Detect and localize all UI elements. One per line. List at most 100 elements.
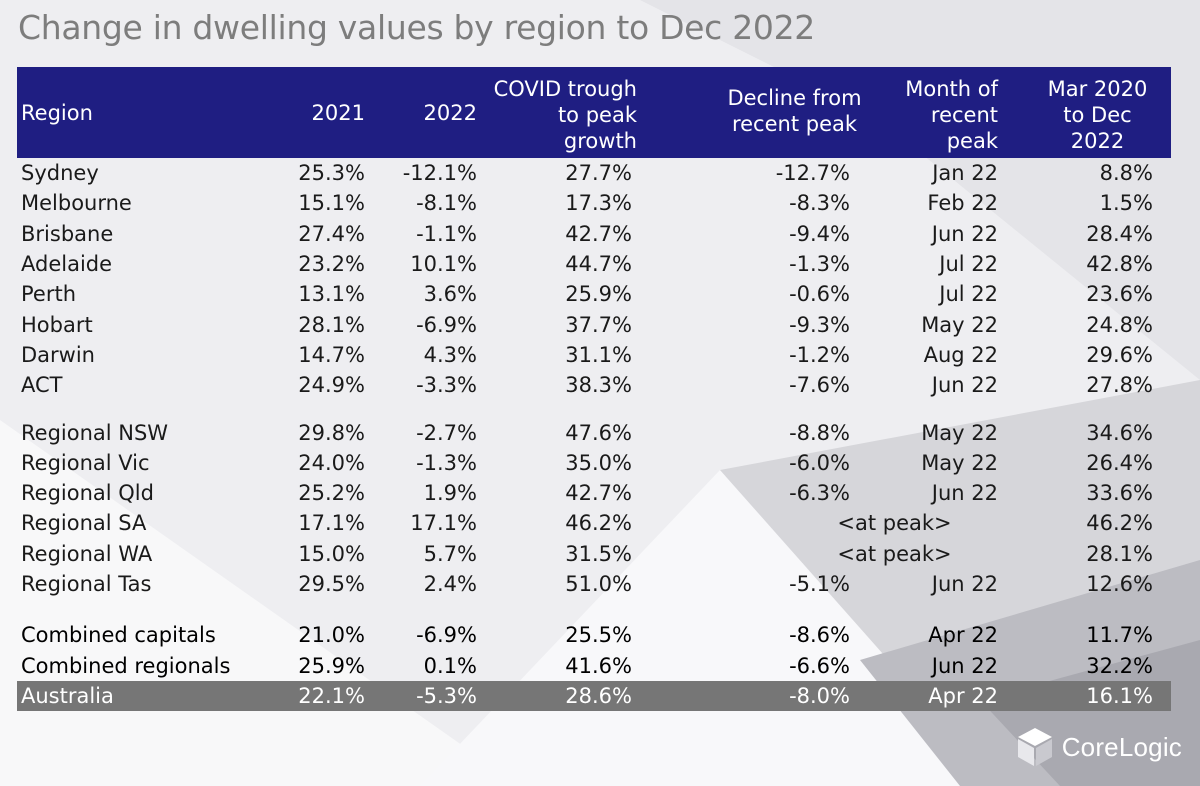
- cell-region: Combined regionals: [21, 653, 231, 678]
- cell-2021: 14.7%: [298, 342, 365, 367]
- cell-covid-trough: 46.2%: [565, 511, 632, 536]
- cell-mar2020: 12.6%: [1086, 572, 1153, 596]
- cell-2021: 29.8%: [298, 420, 365, 445]
- cell-at-peak: <at peak>: [837, 541, 952, 566]
- table-row: Brisbane 27.4% -1.1% 42.7% -9.4% Jun 22 28.4%: [17, 219, 1171, 249]
- cell-region: Adelaide: [21, 252, 113, 277]
- cell-covid-trough: 42.7%: [565, 481, 632, 506]
- cell-region: Regional NSW: [21, 420, 169, 445]
- cell-2022: 5.7%: [423, 541, 477, 566]
- cell-region: Melbourne: [21, 191, 132, 216]
- table-row: Regional Tas 29.5% 2.4% 51.0% -5.1% Jun 22 12.…: [17, 569, 1171, 599]
- cell-mar2020: 46.2%: [1086, 511, 1153, 536]
- cell-mar2020: 33.6%: [1086, 481, 1153, 506]
- cell-month: May 22: [921, 420, 998, 445]
- table-row: Australia 22.1% -5.3% 28.6% -8.0% Apr 22 16.1%: [17, 680, 1171, 712]
- header-decline-line: Decline from: [727, 85, 862, 110]
- cell-covid-trough: 28.6%: [565, 683, 632, 708]
- header-mar2020-line: Mar 2020: [1047, 77, 1148, 101]
- cell-covid-trough: 25.5%: [565, 623, 632, 648]
- cell-2022: -6.9%: [416, 312, 477, 337]
- cell-decline: -6.3%: [789, 481, 850, 506]
- corelogic-cube-icon: [1017, 728, 1052, 766]
- cell-region: Australia: [21, 683, 114, 708]
- table-row: Combined regionals 25.9% 0.1% 41.6% -6.6% Jun…: [17, 650, 1171, 680]
- cell-2021: 21.0%: [298, 623, 365, 648]
- cell-month: Aug 22: [923, 342, 998, 367]
- cell-mar2020: 29.6%: [1086, 342, 1153, 367]
- header-month-line: peak: [946, 129, 998, 153]
- group-spacer: [17, 400, 1171, 417]
- header-month: Month of recent peak: [882, 67, 1002, 158]
- cell-2022: -8.1%: [416, 191, 477, 216]
- cell-region: Regional Tas: [21, 572, 152, 596]
- cell-month: May 22: [921, 450, 998, 475]
- data-table: Region 2021 2022 COVID trough to peak growth D…: [17, 67, 1171, 712]
- page-title: Change in dwelling values by region to D…: [18, 8, 815, 47]
- cell-2022: -6.9%: [416, 623, 477, 648]
- cell-region: Darwin: [21, 342, 95, 367]
- cell-covid-trough: 25.9%: [565, 282, 632, 307]
- cell-2021: 13.1%: [298, 282, 365, 307]
- cell-decline: -8.0%: [789, 683, 850, 708]
- cell-mar2020: 23.6%: [1086, 282, 1153, 307]
- cell-month: May 22: [921, 312, 998, 337]
- cell-mar2020: 11.7%: [1086, 623, 1153, 648]
- table-row: ACT 24.9% -3.3% 38.3% -7.6% Jun 22 27.8%: [17, 370, 1171, 400]
- cell-month: Jul 22: [939, 282, 998, 307]
- cell-2022: -12.1%: [402, 161, 477, 186]
- table-row: Darwin 14.7% 4.3% 31.1% -1.2% Aug 22 29.6%: [17, 340, 1171, 370]
- cell-2022: 1.9%: [423, 481, 477, 506]
- cell-mar2020: 28.1%: [1086, 541, 1153, 566]
- cell-at-peak: <at peak>: [837, 511, 952, 536]
- cell-2021: 24.9%: [298, 373, 365, 398]
- cell-month: Jul 22: [939, 252, 998, 277]
- cell-mar2020: 8.8%: [1099, 161, 1153, 186]
- cell-2021: 25.3%: [298, 161, 365, 186]
- cell-decline: -12.7%: [775, 161, 850, 186]
- header-2022-line: 2022: [423, 100, 477, 125]
- cell-covid-trough: 31.5%: [565, 541, 632, 566]
- cell-2021: 22.1%: [298, 683, 365, 708]
- header-2021: 2021: [267, 67, 377, 158]
- cell-covid-trough: 31.1%: [565, 342, 632, 367]
- cell-decline: -5.1%: [789, 572, 850, 596]
- cell-region: Regional Vic: [21, 450, 150, 475]
- cell-2021: 23.2%: [298, 252, 365, 277]
- header-mar2020-line: 2022: [1070, 129, 1125, 153]
- group-spacer: [17, 599, 1171, 620]
- cell-region: Perth: [21, 282, 77, 307]
- cell-2022: 3.6%: [423, 282, 477, 307]
- cell-covid-trough: 35.0%: [565, 450, 632, 475]
- header-mar2020: Mar 2020 to Dec 2022: [1002, 67, 1171, 158]
- cell-decline: -1.2%: [789, 342, 850, 367]
- cell-2022: -5.3%: [416, 683, 477, 708]
- cell-month: Jun 22: [931, 572, 998, 596]
- table-row: Sydney 25.3% -12.1% 27.7% -12.7% Jan 22 8.8%: [17, 158, 1171, 188]
- header-region-line: Region: [21, 100, 93, 125]
- cell-2021: 29.5%: [298, 572, 365, 596]
- cell-2022: 2.4%: [423, 572, 477, 596]
- header-decline-line: recent peak: [731, 111, 858, 136]
- cell-2021: 25.2%: [298, 481, 365, 506]
- cell-region: ACT: [21, 373, 63, 398]
- corelogic-logo-text: CoreLogic: [1061, 731, 1182, 762]
- cell-mar2020: 34.6%: [1086, 420, 1153, 445]
- header-decline: Decline from recent peak: [637, 67, 882, 158]
- cell-mar2020: 26.4%: [1086, 450, 1153, 475]
- cell-covid-trough: 44.7%: [565, 252, 632, 277]
- header-covid-trough: COVID trough to peak growth: [487, 67, 637, 158]
- table-row: Regional Vic 24.0% -1.3% 35.0% -6.0% May 22 26…: [17, 448, 1171, 478]
- cell-2021: 27.4%: [298, 221, 365, 246]
- header-mar2020-line: to Dec: [1063, 103, 1132, 127]
- cell-decline: -9.3%: [789, 312, 850, 337]
- cell-mar2020: 27.8%: [1086, 373, 1153, 398]
- cell-mar2020: 1.5%: [1099, 191, 1153, 216]
- cell-decline: -6.6%: [789, 653, 850, 678]
- cell-month: Feb 22: [927, 191, 998, 216]
- header-month-line: recent: [930, 103, 998, 127]
- cell-2021: 15.0%: [298, 541, 365, 566]
- cell-month: Apr 22: [928, 683, 998, 708]
- cell-month: Jun 22: [931, 221, 998, 246]
- cell-covid-trough: 51.0%: [565, 572, 632, 596]
